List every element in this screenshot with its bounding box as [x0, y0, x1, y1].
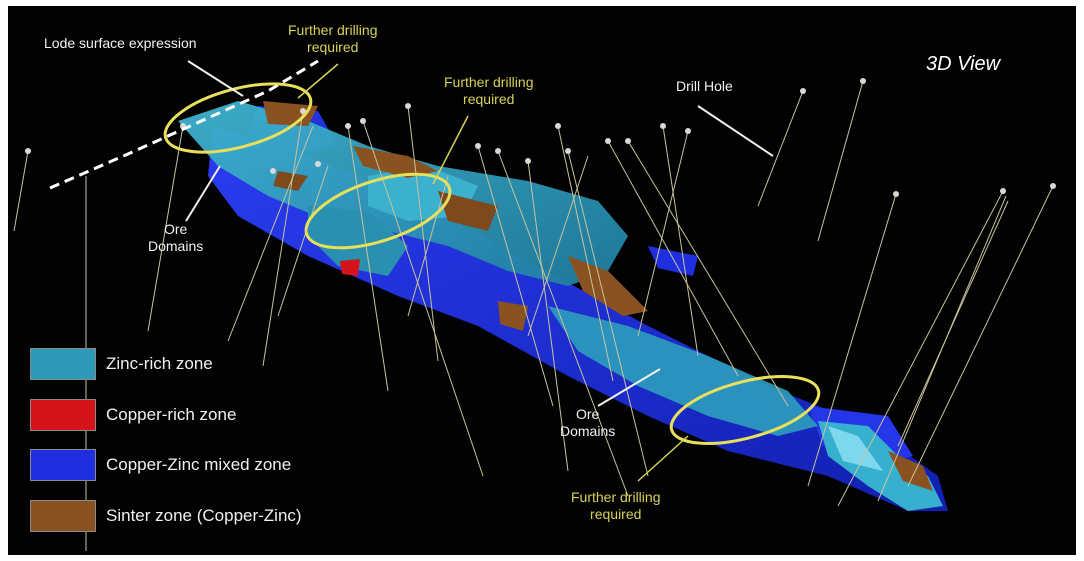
leader-lines [185, 60, 774, 407]
further-drilling-label-top: Further drilling required [288, 22, 377, 56]
legend-label: Copper-Zinc mixed zone [106, 455, 292, 474]
legend-swatch [30, 348, 96, 380]
drill-collars [25, 78, 1056, 197]
legend-label: Copper-rich zone [106, 405, 237, 424]
legend-swatch [30, 500, 96, 532]
ore-domains-line-2: Domains [560, 423, 616, 439]
legend-swatch [30, 399, 96, 431]
further-drilling-ellipses [163, 82, 821, 445]
ore-domains-label-right: Ore Domains [560, 406, 615, 440]
view-title: 3D View [926, 53, 1001, 75]
further-drilling-line-2: required [590, 506, 642, 522]
lode-surface-line [49, 59, 319, 190]
lode-surface-label: Lode surface expression [44, 35, 197, 51]
legend-item-sinter: Sinter zone (Copper-Zinc) [30, 498, 302, 534]
diagram-frame: 3D View Lode surface expression Further … [8, 6, 1076, 555]
sinter-zone-body [263, 101, 933, 491]
drill-hole-label: Drill Hole [676, 78, 733, 94]
further-drilling-label-mid: Further drilling required [444, 74, 533, 108]
ore-body-3d-model [13, 59, 1056, 551]
drill-holes [13, 80, 1054, 551]
yellow-leader-lines [297, 63, 689, 482]
further-drilling-line-2: required [463, 91, 515, 107]
ore-domains-line-1: Ore [575, 406, 600, 422]
copper-rich-zone-body [340, 259, 360, 276]
legend-item-zinc-rich: Zinc-rich zone [30, 346, 213, 382]
ore-domains-line-2: Domains [148, 238, 204, 254]
ore-domains-label-left: Ore Domains [148, 221, 203, 255]
legend-item-copper-zinc-mixed: Copper-Zinc mixed zone [30, 447, 291, 483]
legend-label: Zinc-rich zone [106, 354, 213, 373]
further-drilling-line-1: Further drilling [444, 74, 534, 90]
further-drilling-line-1: Further drilling [571, 489, 661, 505]
further-drilling-line-2: required [307, 39, 359, 55]
legend-swatch [30, 449, 96, 481]
further-drilling-label-bottom: Further drilling required [571, 489, 660, 523]
further-drilling-line-1: Further drilling [288, 22, 378, 38]
legend-label: Sinter zone (Copper-Zinc) [106, 506, 302, 525]
ore-domains-line-1: Ore [163, 221, 188, 237]
legend-item-copper-rich: Copper-rich zone [30, 397, 236, 433]
